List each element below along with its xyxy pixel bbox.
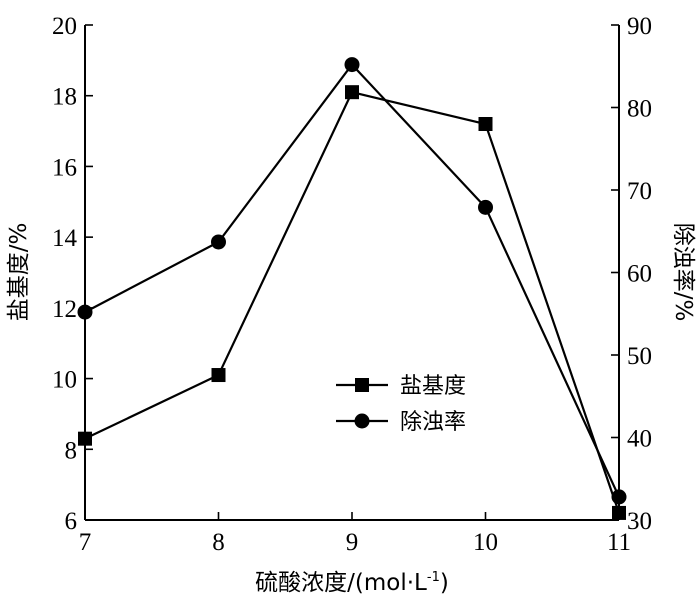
data-point-circle <box>211 234 226 250</box>
legend-marker-square <box>355 378 369 392</box>
series-layer <box>77 57 627 520</box>
series-line-salt-basicity <box>84 90 621 514</box>
data-point-circle <box>478 199 493 215</box>
data-point-circle <box>344 57 360 73</box>
x-axis-title-suffix: ) <box>440 570 449 596</box>
right-y-axis-title: 除浊率/% <box>670 223 696 322</box>
data-point-square <box>345 85 359 100</box>
left-y-tick-label: 10 <box>52 367 77 394</box>
right-y-tick-label: 30 <box>627 508 652 535</box>
left-y-axis-ticks: 6 8 10 12 14 16 18 20 <box>52 13 93 535</box>
left-y-tick-label: 6 <box>65 508 78 535</box>
data-point-square <box>478 117 493 131</box>
x-tick-label: 7 <box>79 529 92 556</box>
x-tick-label: 11 <box>607 529 631 556</box>
right-y-tick-label: 70 <box>627 178 652 205</box>
data-point-square <box>612 505 626 520</box>
right-y-tick-label: 80 <box>627 96 652 123</box>
legend: 盐基度 除浊率 <box>336 374 466 435</box>
x-axis-title-main: 硫酸浓度/(mol·L <box>255 570 427 596</box>
left-y-tick-label: 8 <box>65 437 78 464</box>
legend-label-turbidity-removal: 除浊率 <box>400 410 466 435</box>
data-point-square <box>211 368 226 383</box>
data-point-circle <box>77 304 93 320</box>
left-y-tick-label: 14 <box>52 225 78 252</box>
data-point-circle <box>611 489 627 505</box>
legend-label-salt-basicity: 盐基度 <box>400 374 466 399</box>
right-y-tick-label: 50 <box>627 343 652 370</box>
plot-frame <box>84 25 620 521</box>
x-tick-label: 8 <box>212 529 225 556</box>
left-y-tick-label: 16 <box>52 154 77 181</box>
x-tick-label: 10 <box>473 529 498 556</box>
data-point-square <box>78 431 92 446</box>
right-y-tick-label: 40 <box>627 426 652 453</box>
x-axis-title: 硫酸浓度/(mol·L-1) <box>255 570 449 596</box>
left-y-tick-label: 12 <box>52 296 77 323</box>
x-axis-ticks: 7 8 9 10 11 <box>79 512 631 556</box>
right-y-tick-label: 60 <box>627 261 652 288</box>
legend-marker-circle <box>354 413 370 429</box>
left-y-tick-label: 20 <box>52 13 77 40</box>
left-y-axis-title: 盐基度/% <box>6 223 32 322</box>
left-y-tick-label: 18 <box>52 84 77 111</box>
right-y-tick-label: 90 <box>627 13 652 40</box>
x-tick-label: 9 <box>346 529 359 556</box>
right-y-axis-ticks: 30 40 50 60 70 80 90 <box>611 13 652 535</box>
x-axis-title-sup: -1 <box>427 570 440 585</box>
